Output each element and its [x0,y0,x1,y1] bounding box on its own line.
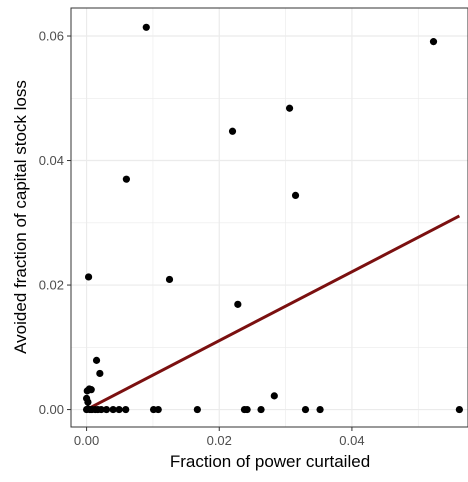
x-axis: 0.00 0.02 0.04 [74,427,365,448]
data-point [316,405,324,414]
data-point [234,300,242,308]
data-point [84,273,93,281]
data-point [97,405,105,414]
y-tick-label: 0.02 [39,278,64,293]
data-point [92,356,101,364]
data-point [243,405,251,414]
fit-line [85,214,461,411]
data-point [82,394,91,402]
y-axis-title: Avoided fraction of capital stock loss [11,80,30,354]
data-point [165,275,174,284]
data-point [102,405,111,414]
data-point [270,392,278,400]
data-point [257,405,265,414]
x-tick-label: 0.00 [74,433,99,448]
data-point [455,405,463,414]
data-point [122,405,130,414]
data-point [142,23,150,31]
data-point [429,38,438,46]
data-point [115,405,123,414]
data-point [285,104,294,112]
panel-background [71,8,468,427]
y-tick-label: 0.00 [39,402,64,417]
points-layer [82,23,463,414]
data-point [154,405,162,414]
fit-line-layer [85,214,461,411]
data-point [291,191,300,199]
data-point [193,405,201,414]
x-axis-title: Fraction of power curtailed [170,452,370,471]
y-tick-label: 0.06 [39,29,64,44]
data-point [228,127,237,135]
data-point [96,369,104,378]
data-point [301,405,310,414]
y-tick-label: 0.04 [39,153,64,168]
x-tick-label: 0.04 [339,433,364,448]
data-point [122,175,130,183]
y-axis: 0.00 0.02 0.04 0.06 [39,29,71,417]
x-tick-label: 0.02 [207,433,232,448]
panel-border [70,7,468,428]
panel-grid [71,8,468,427]
data-point [87,386,95,394]
data-point [109,405,117,414]
